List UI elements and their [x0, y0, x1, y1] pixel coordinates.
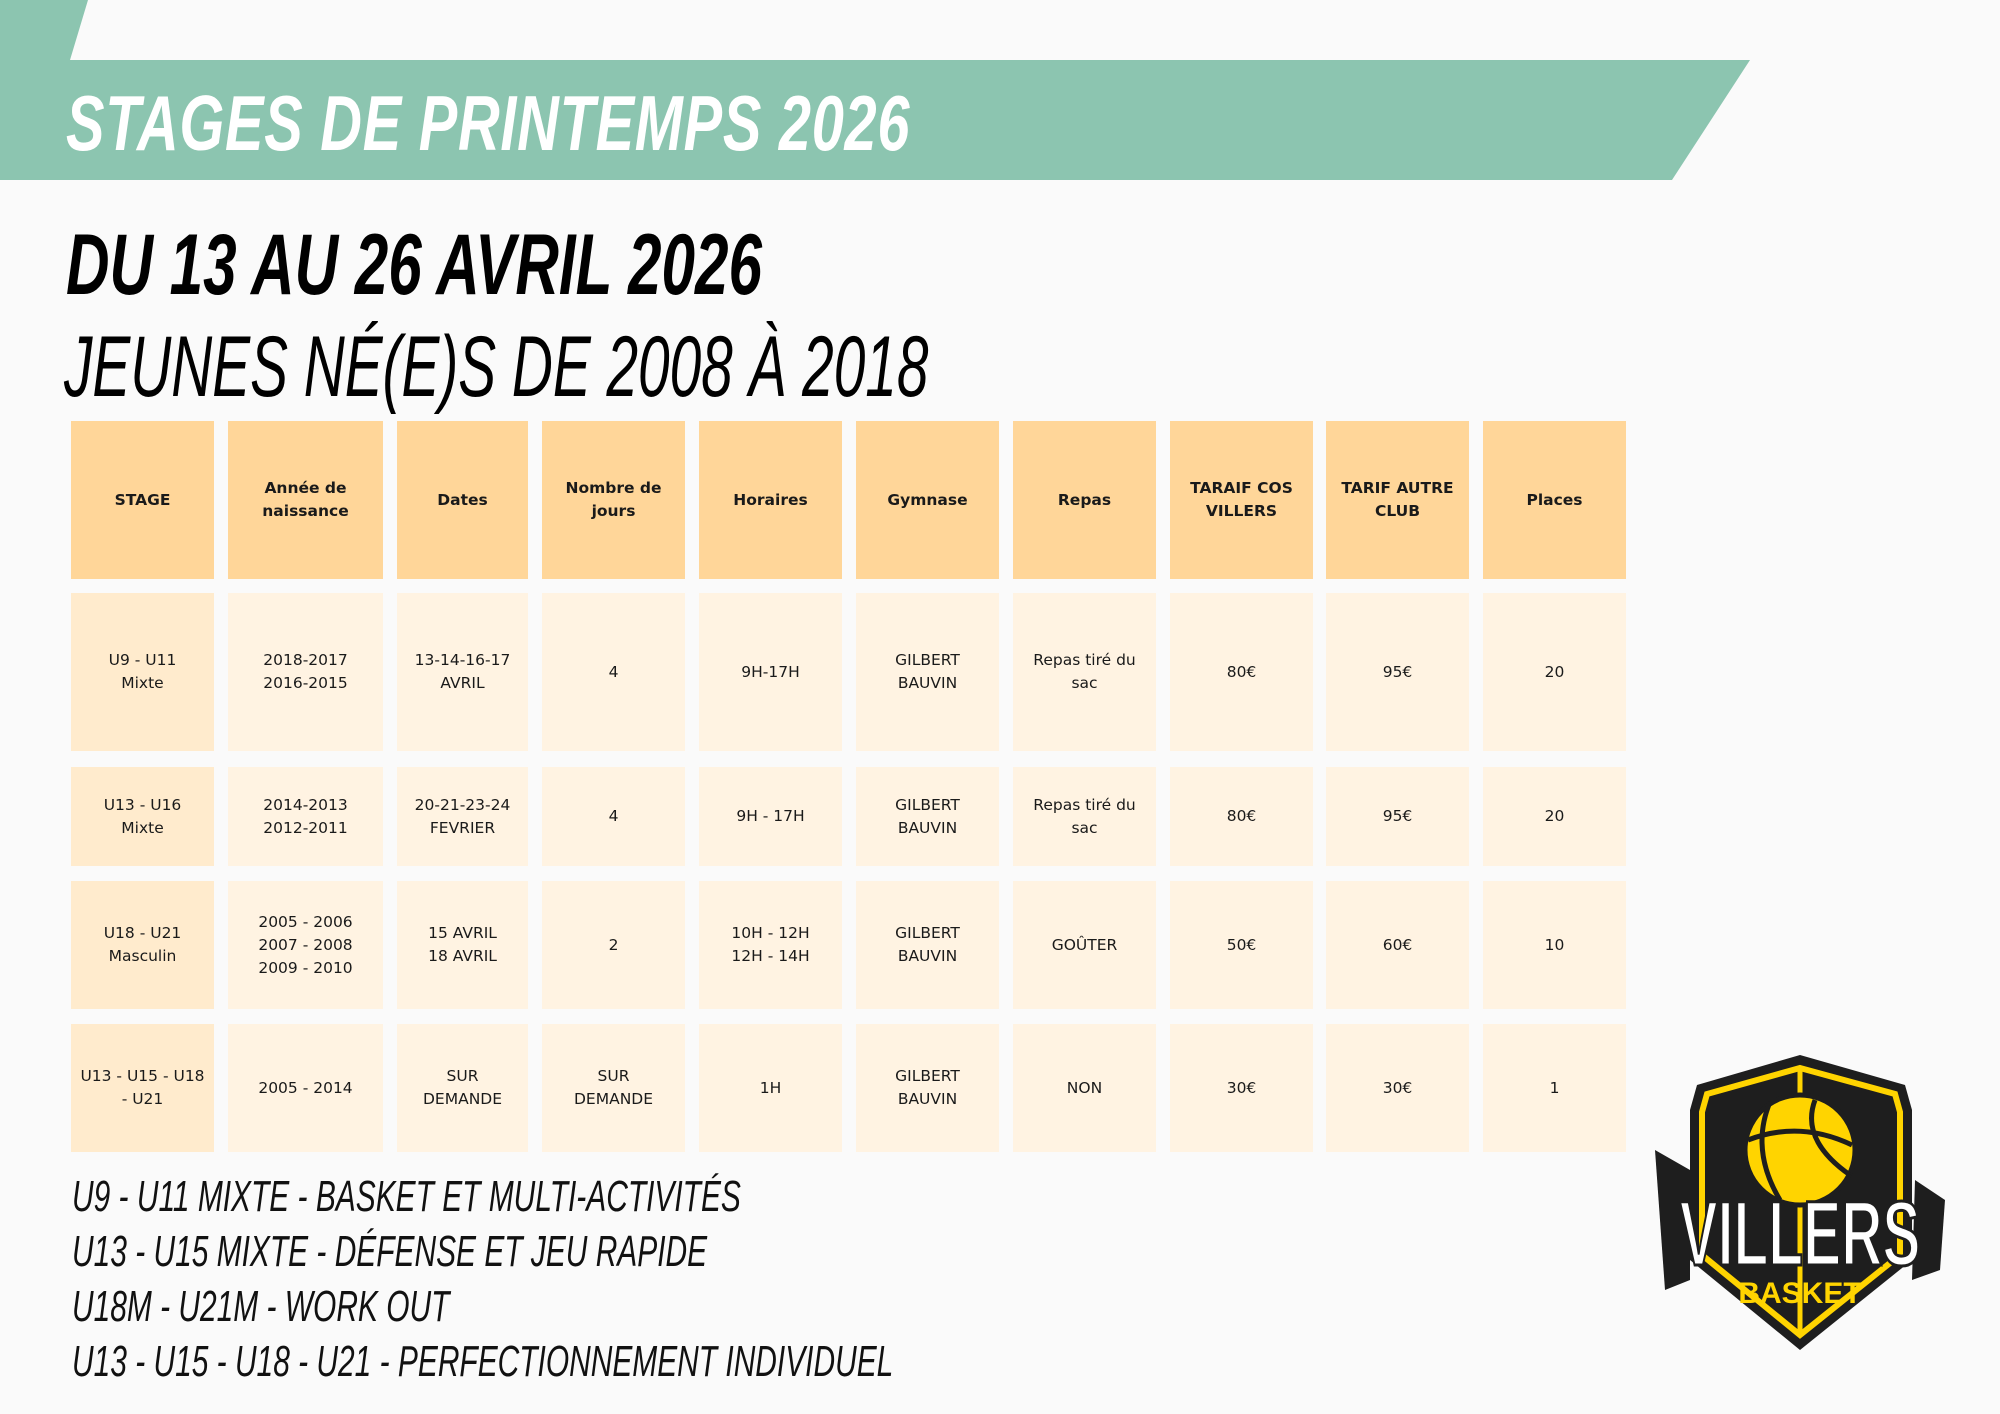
- table-cell: U13 - U16 Mixte: [71, 767, 214, 866]
- column-header: Nombre de jours: [542, 421, 685, 579]
- table-cell: 95€: [1326, 767, 1469, 866]
- column-header: Année de naissance: [228, 421, 383, 579]
- table-cell: 2005 - 2006 2007 - 2008 2009 - 2010: [228, 881, 383, 1009]
- svg-text:BASKET: BASKET: [1738, 1277, 1861, 1310]
- table-cell: GILBERT BAUVIN: [856, 767, 999, 866]
- table-cell: U13 - U15 - U18 - U21: [71, 1024, 214, 1152]
- footer-line: U18M - U21M - WORK OUT: [72, 1282, 450, 1331]
- date-range-heading: DU 13 AU 26 AVRIL 2026: [66, 217, 762, 313]
- table-cell: 80€: [1170, 767, 1313, 866]
- column-header: Gymnase: [856, 421, 999, 579]
- column-header: Places: [1483, 421, 1626, 579]
- title-banner: [0, 0, 1750, 180]
- footer-line: U13 - U15 - U18 - U21 - PERFECTIONNEMENT…: [72, 1337, 894, 1386]
- table-cell: 1: [1483, 1024, 1626, 1152]
- table-cell: SUR DEMANDE: [397, 1024, 528, 1152]
- table-cell: 80€: [1170, 593, 1313, 751]
- table-cell: 4: [542, 767, 685, 866]
- table-cell: 9H - 17H: [699, 767, 842, 866]
- table-cell: GOÛTER: [1013, 881, 1156, 1009]
- footer-line: U9 - U11 MIXTE - BASKET ET MULTI-ACTIVIT…: [72, 1172, 741, 1221]
- table-cell: 2014-2013 2012-2011: [228, 767, 383, 866]
- column-header: Dates: [397, 421, 528, 579]
- table-cell: 2005 - 2014: [228, 1024, 383, 1152]
- footer-line: U13 - U15 MIXTE - DÉFENSE ET JEU RAPIDE: [72, 1227, 708, 1276]
- table-cell: 95€: [1326, 593, 1469, 751]
- table-cell: 20: [1483, 593, 1626, 751]
- logo-text: VILLERS: [1680, 1183, 1921, 1285]
- table-cell: NON: [1013, 1024, 1156, 1152]
- table-cell: 60€: [1326, 881, 1469, 1009]
- column-header: TARIF AUTRE CLUB: [1326, 421, 1469, 579]
- table-cell: 13-14-16-17 AVRIL: [397, 593, 528, 751]
- column-header: STAGE: [71, 421, 214, 579]
- table-cell: Repas tiré du sac: [1013, 593, 1156, 751]
- table-cell: GILBERT BAUVIN: [856, 1024, 999, 1152]
- table-cell: 20-21-23-24 FEVRIER: [397, 767, 528, 866]
- table-cell: U9 - U11 Mixte: [71, 593, 214, 751]
- table-cell: 20: [1483, 767, 1626, 866]
- audience-heading: JEUNES NÉ(E)S DE 2008 À 2018: [64, 319, 929, 415]
- column-header: TARAIF COS VILLERS: [1170, 421, 1313, 579]
- table-cell: 10H - 12H 12H - 14H: [699, 881, 842, 1009]
- table-cell: SUR DEMANDE: [542, 1024, 685, 1152]
- table-cell: 9H-17H: [699, 593, 842, 751]
- table-cell: 1H: [699, 1024, 842, 1152]
- column-header: Repas: [1013, 421, 1156, 579]
- table-cell: GILBERT BAUVIN: [856, 881, 999, 1009]
- villers-basket-logo: VILLERS BASKET: [1655, 1055, 1945, 1350]
- table-cell: GILBERT BAUVIN: [856, 593, 999, 751]
- table-cell: 30€: [1326, 1024, 1469, 1152]
- table-cell: 2: [542, 881, 685, 1009]
- table-cell: 4: [542, 593, 685, 751]
- table-cell: 2018-2017 2016-2015: [228, 593, 383, 751]
- page-title: STAGES DE PRINTEMPS 2026: [66, 79, 911, 167]
- table-cell: Repas tiré du sac: [1013, 767, 1156, 866]
- table-cell: 10: [1483, 881, 1626, 1009]
- column-header: Horaires: [699, 421, 842, 579]
- table-cell: U18 - U21 Masculin: [71, 881, 214, 1009]
- table-cell: 50€: [1170, 881, 1313, 1009]
- table-cell: 15 AVRIL 18 AVRIL: [397, 881, 528, 1009]
- table-cell: 30€: [1170, 1024, 1313, 1152]
